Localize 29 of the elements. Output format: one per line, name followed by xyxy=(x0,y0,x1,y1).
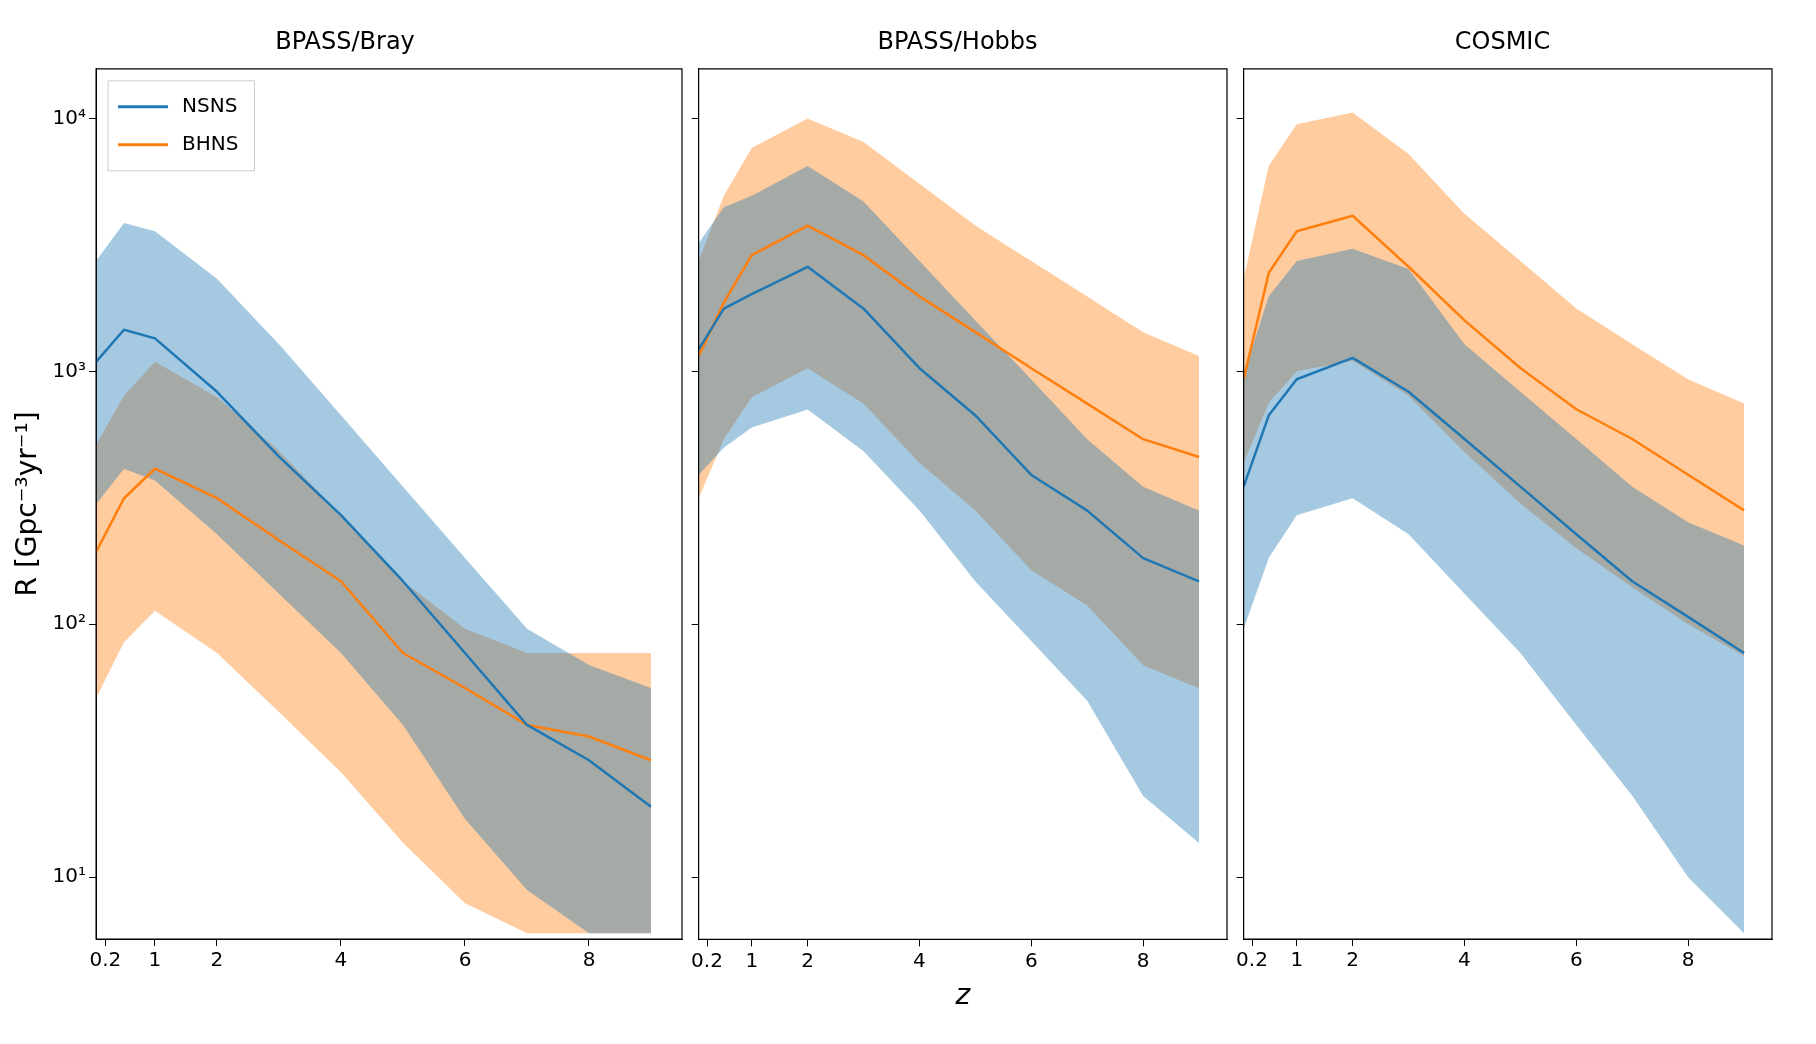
legend-label: BHNS xyxy=(182,131,239,155)
x-tick-label: 8 xyxy=(1136,947,1150,972)
y-tick-label: 10² xyxy=(52,610,87,635)
x-tick-label: 1 xyxy=(148,947,162,972)
x-tick-label: 4 xyxy=(913,947,926,972)
x-tick-label: 0.2 xyxy=(1236,947,1268,972)
x-tick-label: 8 xyxy=(582,947,596,972)
y-tick-label: 10⁴ xyxy=(52,104,87,129)
chart-title: COSMIC xyxy=(1454,26,1551,55)
y-tick-label: 10³ xyxy=(52,357,87,382)
x-tick-label: 2 xyxy=(801,947,815,972)
x-tick-label: 1 xyxy=(1290,947,1304,972)
x-tick-label: 4 xyxy=(1458,947,1471,972)
x-axis-title: z xyxy=(954,978,972,1012)
x-tick-label: 0.2 xyxy=(691,947,723,972)
x-tick-label: 2 xyxy=(1346,947,1360,972)
chart-title: BPASS/Hobbs xyxy=(877,26,1038,55)
x-tick-label: 1 xyxy=(745,947,759,972)
x-tick-label: 8 xyxy=(1681,947,1695,972)
x-tick-label: 6 xyxy=(1024,947,1038,972)
x-tick-label: 0.2 xyxy=(89,947,122,972)
chart-title: BPASS/Bray xyxy=(275,26,415,55)
x-tick-label: 6 xyxy=(1569,947,1583,972)
y-tick-label: 10¹ xyxy=(52,863,87,888)
x-tick-label: 2 xyxy=(210,947,224,972)
x-tick-label: 6 xyxy=(458,947,472,972)
legend-label: NSNS xyxy=(182,93,238,117)
x-tick-label: 4 xyxy=(334,947,348,972)
y-axis-title: R [Gpc⁻³yr⁻¹] xyxy=(10,411,44,597)
